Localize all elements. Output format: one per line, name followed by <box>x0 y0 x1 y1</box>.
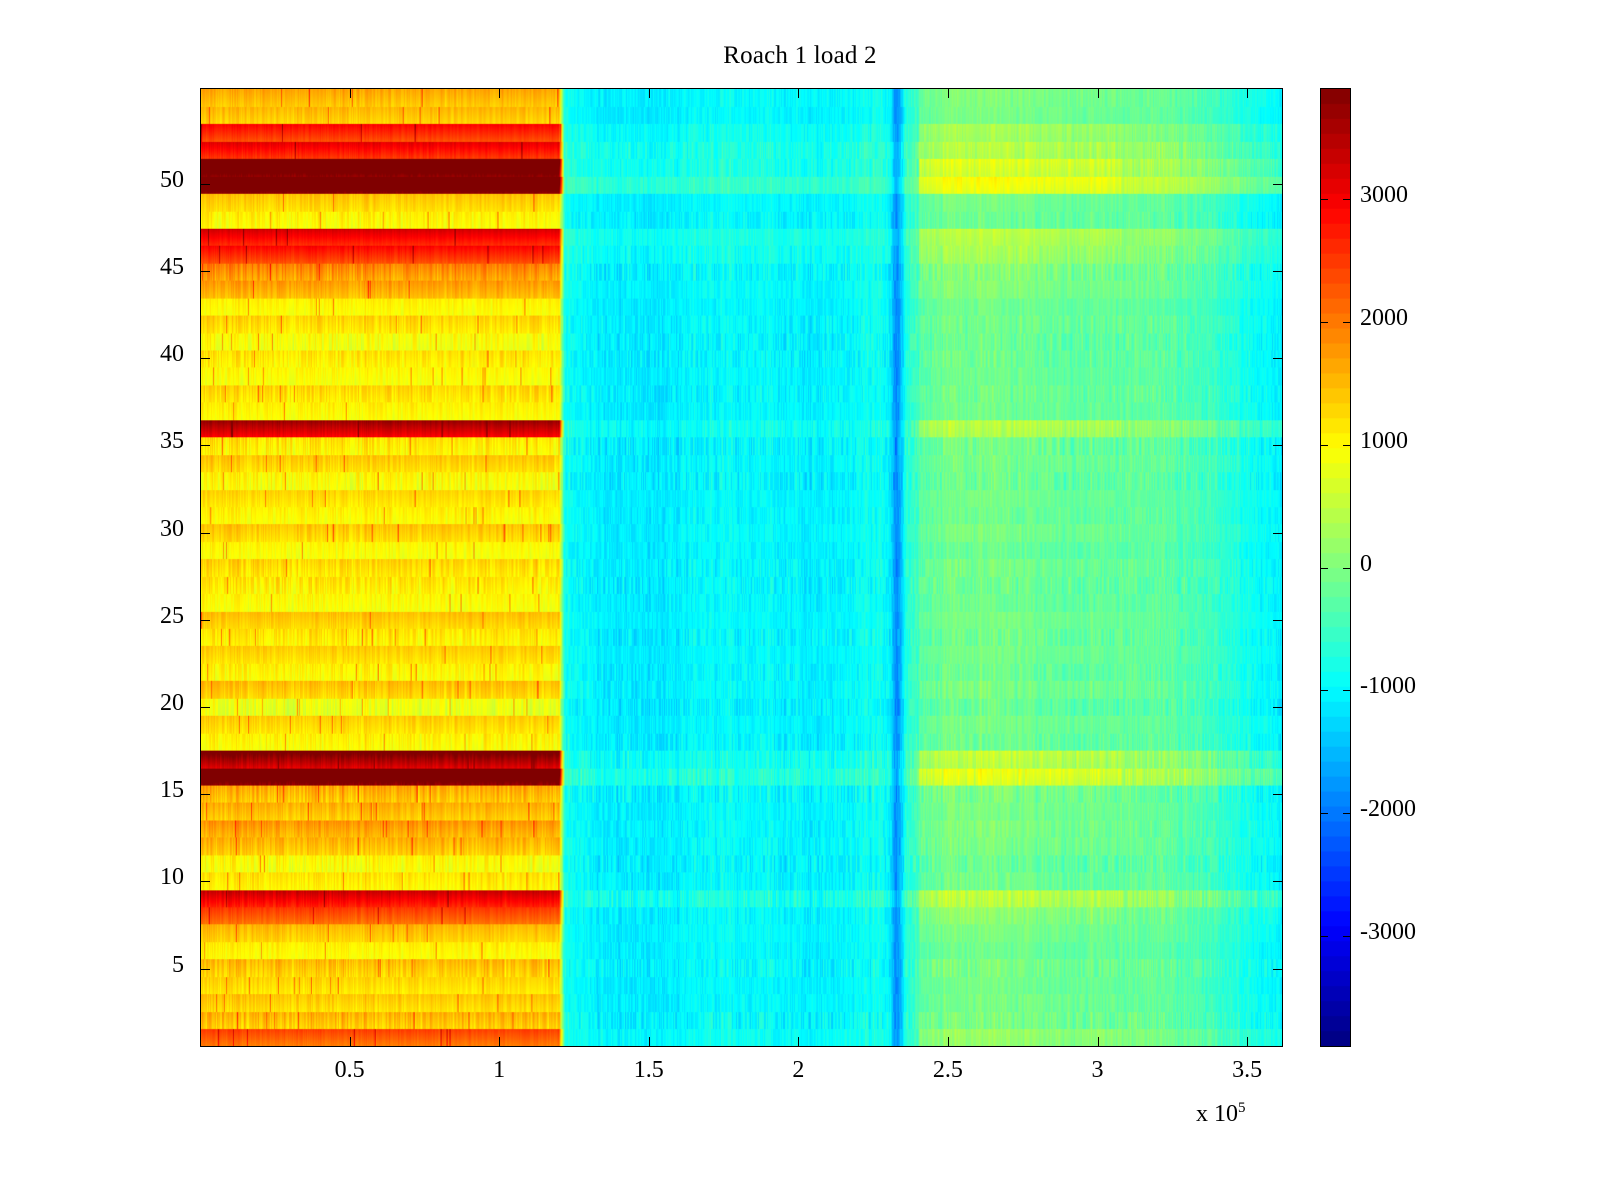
y-axis-tick-label: 25 <box>160 602 184 629</box>
colorbar-tick-left <box>1320 444 1328 446</box>
colorbar-tick-label: -1000 <box>1360 673 1416 700</box>
colorbar-tick-right <box>1343 813 1351 815</box>
y-axis-tick-label: 45 <box>160 254 184 281</box>
y-axis-tick-mark-right <box>1273 706 1283 708</box>
colorbar-tick-left <box>1320 936 1328 938</box>
y-axis-tick-label: 40 <box>160 341 184 368</box>
y-axis-tick-label: 20 <box>160 689 184 716</box>
figure-title: Roach 1 load 2 <box>723 42 877 69</box>
colorbar-tick-label: -2000 <box>1360 796 1416 823</box>
y-axis-tick-mark-right <box>1273 532 1283 534</box>
y-axis-tick-mark <box>200 532 210 534</box>
x-exponent-power: 5 <box>1238 1100 1246 1116</box>
colorbar-tick-left <box>1320 198 1328 200</box>
x-axis-tick-label: 2.5 <box>932 1057 963 1083</box>
colorbar-tick-left <box>1320 321 1328 323</box>
y-axis-tick-mark-right <box>1273 881 1283 883</box>
y-axis-tick-label: 35 <box>160 428 184 455</box>
y-axis-tick-label: 15 <box>160 777 184 804</box>
y-axis-tick-mark-right <box>1273 619 1283 621</box>
x-axis-tick-mark-top <box>648 88 650 98</box>
y-axis-tick-label: 30 <box>160 515 184 542</box>
x-axis-tick-label: 1 <box>493 1057 506 1083</box>
x-axis-tick-mark <box>1247 1037 1249 1047</box>
y-axis-tick-mark <box>200 183 210 185</box>
y-axis-tick-mark <box>200 358 210 360</box>
colorbar-tick-right <box>1343 936 1351 938</box>
x-axis-tick-mark-top <box>1097 88 1099 98</box>
y-axis-tick-mark-right <box>1273 445 1283 447</box>
y-axis-tick-label: 10 <box>160 864 184 891</box>
colorbar-tick-right <box>1343 690 1351 692</box>
y-axis-tick-mark-right <box>1273 968 1283 970</box>
x-axis-tick-label: 3.5 <box>1232 1057 1263 1083</box>
colorbar-tick-left <box>1320 690 1328 692</box>
colorbar-tick-right <box>1343 444 1351 446</box>
y-axis-tick-mark-right <box>1273 183 1283 185</box>
x-exponent-text: x 10 <box>1196 1101 1238 1127</box>
x-axis-exponent-label: x 105 <box>1196 1100 1246 1128</box>
y-axis-tick-label: 5 <box>172 951 184 978</box>
heatmap-axes[interactable] <box>200 88 1283 1047</box>
x-axis-tick-label: 2 <box>792 1057 805 1083</box>
x-axis-tick-mark <box>648 1037 650 1047</box>
x-axis-tick-mark-top <box>349 88 351 98</box>
x-axis-tick-mark <box>349 1037 351 1047</box>
y-axis-tick-mark-right <box>1273 271 1283 273</box>
x-axis-tick-mark <box>947 1037 949 1047</box>
colorbar-tick-label: 3000 <box>1360 181 1408 208</box>
x-axis-tick-mark-top <box>499 88 501 98</box>
y-axis-tick-mark <box>200 881 210 883</box>
colorbar-tick-label: 0 <box>1360 550 1372 577</box>
x-axis-tick-mark <box>1097 1037 1099 1047</box>
x-axis-tick-label: 1.5 <box>633 1057 664 1083</box>
colorbar-tick-right <box>1343 198 1351 200</box>
y-axis-tick-mark <box>200 706 210 708</box>
colorbar-tick-left <box>1320 813 1328 815</box>
colorbar-tick-right <box>1343 567 1351 569</box>
colorbar-tick-label: 2000 <box>1360 304 1408 331</box>
y-axis-tick-mark <box>200 794 210 796</box>
x-axis-tick-mark <box>499 1037 501 1047</box>
x-axis-tick-label: 0.5 <box>334 1057 365 1083</box>
x-axis-tick-mark-top <box>1247 88 1249 98</box>
colorbar-tick-label: 1000 <box>1360 427 1408 454</box>
y-axis-tick-mark <box>200 445 210 447</box>
colorbar-tick-right <box>1343 321 1351 323</box>
y-axis-tick-mark-right <box>1273 794 1283 796</box>
y-axis-tick-mark <box>200 619 210 621</box>
x-axis-tick-label: 3 <box>1091 1057 1104 1083</box>
colorbar-tick-label: -3000 <box>1360 919 1416 946</box>
x-axis-tick-mark-top <box>798 88 800 98</box>
heatmap-image <box>201 89 1282 1046</box>
x-axis-tick-mark <box>798 1037 800 1047</box>
y-axis-tick-mark <box>200 968 210 970</box>
y-axis-tick-label: 50 <box>160 166 184 193</box>
colorbar-tick-left <box>1320 567 1328 569</box>
y-axis-tick-mark <box>200 271 210 273</box>
x-axis-tick-mark-top <box>947 88 949 98</box>
y-axis-tick-mark-right <box>1273 358 1283 360</box>
